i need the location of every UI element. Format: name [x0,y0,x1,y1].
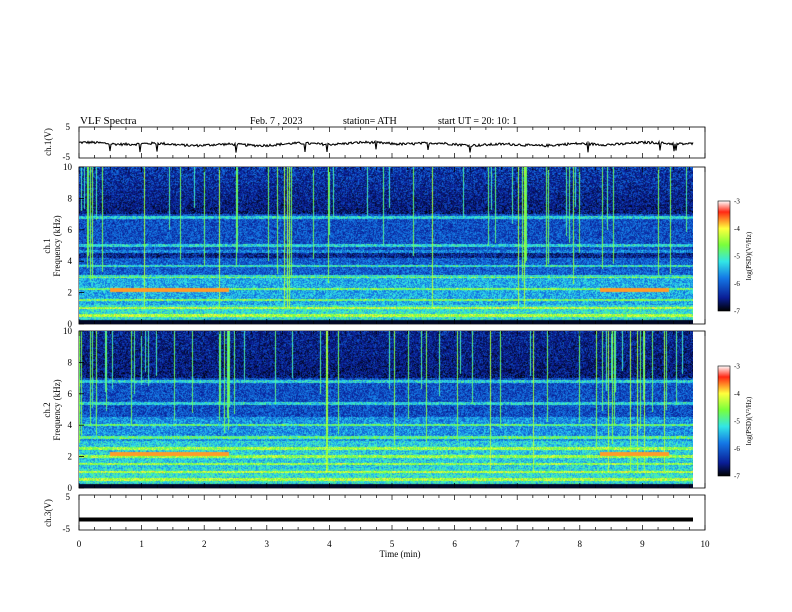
x-axis-label: Time (min) [380,549,421,559]
x-tick-label: 9 [640,539,645,549]
ch2-yticks-label: 2 [68,452,73,462]
ch1-ytick-5: 5 [66,122,71,132]
ch2-colorbar-frame [717,365,731,477]
cb2-ticks-label: -4 [734,390,740,398]
ch2-yticks-label: 0 [68,483,73,493]
ch1-spectrogram-panel: 0 2 4 6 8 10 ch.1 Frequency (kHz) [42,162,706,329]
ch1-spectrogram-image [79,167,693,324]
x-tick-label: 2 [202,539,207,549]
cb1-ticks-label: -4 [734,225,740,233]
cb2-ticks-label: -6 [734,445,740,453]
ch3-waveform-panel: 5 -5 ch.3(V) [43,492,706,534]
ch2-colorbar: -3 -4 -5 -6 -7 log(PSD)(V²/Hz) [717,363,753,481]
x-axis-tick-labels: 0 1 2 3 4 5 6 7 8 9 10 [77,539,710,549]
ch1-yticks-label: 2 [68,288,73,298]
ch1-colorbar: -3 -4 -5 -6 -7 log(PSD)(V²/Hz) [717,198,753,316]
cb2-ticks-label: -7 [734,473,740,481]
ch1-colorbar-label: log(PSD)(V²/Hz) [745,231,753,280]
x-tick-label: 10 [701,539,711,549]
x-tick-label: 3 [265,539,270,549]
ch1-colorbar-gradient [718,201,730,311]
ch1-colorbar-ticks: -3 -4 -5 -6 -7 [734,198,740,316]
ch1-yticks-label: 4 [68,256,73,266]
x-tick-label: 5 [390,539,395,549]
cb2-ticks-label: -5 [734,418,740,426]
ch2-colorbar-label: log(PSD)(V²/Hz) [745,396,753,445]
x-tick-label: 8 [578,539,583,549]
ch1-yticks-label: 8 [68,193,73,203]
ch2-spectrogram-image [79,331,693,488]
ch1-spectrogram-yticks: 0 2 4 6 8 10 [63,162,84,329]
ch1-yticks-label: 0 [68,319,73,329]
cb1-ticks-label: -6 [734,280,740,288]
cb1-ticks-label: -3 [734,198,740,206]
ch2-spectrogram-ylabel-channel: ch.2 [42,402,52,417]
ch2-yticks-label: 6 [68,389,73,399]
ch2-colorbar-ticks: -3 -4 -5 -6 -7 [734,363,740,481]
figure-title: VLF Spectra [80,115,137,127]
ch2-spectrogram-panel: 0 2 4 6 8 10 ch.2 Frequency (kHz) [42,326,706,493]
ch2-spectrogram-yticks: 0 2 4 6 8 10 [63,326,84,493]
station-label: station= ATH [343,116,397,127]
x-axis-ticks [78,127,706,530]
ch1-colorbar-frame [717,200,731,312]
ch1-ytick-neg5: -5 [63,152,71,162]
x-tick-label: 6 [452,539,457,549]
ch1-waveform-line [79,139,694,153]
ch3-ytick-5: 5 [66,492,71,502]
x-tick-label: 0 [77,539,82,549]
ch1-spectrogram-ylabel-frequency: Frequency (kHz) [52,215,62,276]
ch1-yticks-label: 6 [68,225,73,235]
ch3-waveform-line [79,517,693,522]
ch3-waveform-frame [78,494,706,531]
ch2-yticks-label: 4 [68,420,73,430]
cb1-ticks-label: -5 [734,253,740,261]
cb1-ticks-label: -7 [734,308,740,316]
x-tick-label: 7 [515,539,520,549]
ch2-yticks-label: 8 [68,357,73,367]
cb2-ticks-label: -3 [734,363,740,371]
ch3-ylabel: ch.3(V) [43,499,53,527]
ch2-colorbar-gradient [718,366,730,476]
ch1-yticks-label: 10 [63,162,73,172]
x-tick-label: 1 [139,539,144,549]
date-label: Feb. 7 , 2023 [250,116,303,127]
ch3-ytick-neg5: -5 [63,524,71,534]
ch1-spectrogram-ylabel-channel: ch.1 [42,238,52,253]
x-tick-label: 4 [327,539,332,549]
start-time-label: start UT = 20: 10: 1 [438,116,517,127]
ch1-waveform-panel: 5 -5 ch.1(V) [43,122,706,162]
ch2-yticks-label: 10 [63,326,73,336]
ch1-ylabel: ch.1(V) [43,128,53,156]
ch2-spectrogram-ylabel-frequency: Frequency (kHz) [52,379,62,440]
